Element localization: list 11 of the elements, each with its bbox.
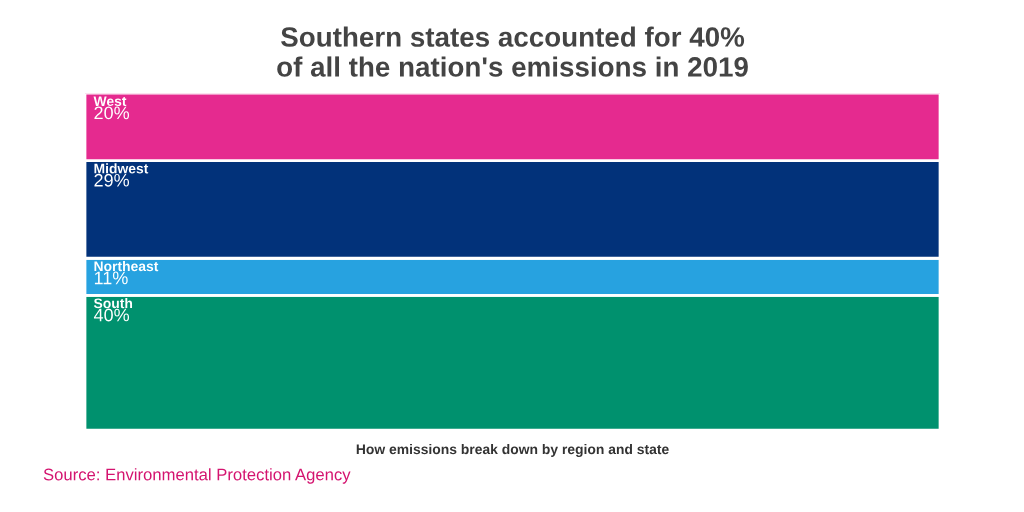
source-note: Source: Environmental Protection Agency	[43, 468, 351, 484]
series-label: Midwest	[94, 163, 149, 174]
data-label: 11%	[94, 271, 128, 285]
series-label: West	[93, 96, 127, 107]
x-axis-title: How emissions break down by region and state	[356, 443, 669, 457]
chart-title: Southern states accounted for 40% of all the nation's emissions in 2019	[277, 26, 748, 77]
data-label: 40%	[93, 308, 130, 322]
data-label: 20%	[94, 106, 130, 120]
data-label: 29%	[94, 173, 130, 187]
series-label: South	[93, 298, 133, 309]
series-label: Northeast	[94, 260, 159, 272]
